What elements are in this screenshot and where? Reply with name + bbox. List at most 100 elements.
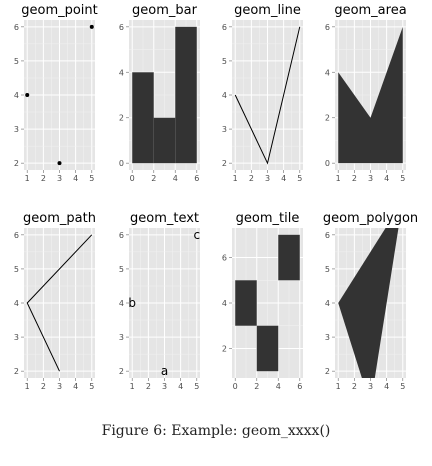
y-tick-label: 4	[14, 91, 19, 100]
x-tick-label: 4	[178, 382, 183, 391]
y-tick-label: 0	[325, 159, 330, 168]
x-tick-label: 4	[384, 174, 389, 183]
x-tick-label: 4	[281, 174, 286, 183]
y-tick-label: 2	[14, 367, 19, 376]
text-label: c	[193, 228, 200, 242]
x-tick-label: 1	[336, 174, 341, 183]
panel-title: geom_tile	[236, 211, 300, 226]
y-tick-label: 2	[222, 344, 227, 353]
y-tick-label: 3	[325, 333, 330, 342]
panel-title: geom_point	[21, 3, 98, 18]
figure-caption: Figure 6: Example: geom_xxxx()	[101, 423, 331, 439]
tile	[278, 234, 300, 281]
panel-geom-bar: geom_bar 0 2 4 6 0 2 4 6	[119, 3, 200, 183]
panel-geom-tile: geom_tile 0 2 4 6 2 4 6	[222, 211, 303, 391]
y-tick-label: 6	[325, 23, 330, 32]
panel-title: geom_text	[130, 211, 199, 226]
y-tick-label: 6	[119, 23, 124, 32]
y-tick-label: 3	[14, 333, 19, 342]
x-tick-label: 5	[89, 174, 94, 183]
panel-title: geom_line	[234, 3, 301, 18]
x-tick-label: 3	[368, 382, 373, 391]
bar	[153, 117, 176, 164]
x-tick-label: 6	[194, 174, 199, 183]
y-tick-label: 6	[14, 231, 19, 240]
y-tick-label: 2	[119, 367, 124, 376]
x-tick-label: 4	[173, 174, 178, 183]
y-tick-label: 4	[119, 68, 124, 77]
y-tick-label: 6	[222, 23, 227, 32]
x-tick-label: 1	[233, 174, 238, 183]
y-tick-label: 4	[222, 91, 227, 100]
x-tick-label: 4	[276, 382, 281, 391]
bar	[175, 26, 197, 164]
x-tick-label: 3	[368, 174, 373, 183]
x-tick-label: 2	[151, 174, 156, 183]
y-tick-label: 6	[119, 231, 124, 240]
y-tick-label: 3	[14, 125, 19, 134]
x-tick-label: 3	[162, 382, 167, 391]
y-tick-label: 2	[222, 159, 227, 168]
panel-title: geom_path	[23, 211, 96, 226]
x-tick-label: 1	[25, 382, 30, 391]
x-tick-label: 0	[233, 382, 238, 391]
polygon-shape	[338, 228, 399, 378]
y-tick-label: 5	[14, 265, 19, 274]
x-tick-label: 4	[73, 382, 78, 391]
y-tick-label: 2	[119, 114, 124, 123]
tile	[256, 325, 279, 372]
data-point	[89, 24, 94, 29]
series-line	[26, 234, 93, 372]
panel-title: geom_bar	[132, 3, 198, 18]
bar	[132, 72, 154, 164]
y-tick-label: 5	[119, 265, 124, 274]
x-tick-label: 5	[400, 382, 405, 391]
x-tick-label: 2	[254, 382, 259, 391]
x-tick-label: 2	[41, 174, 46, 183]
y-tick-label: 4	[14, 299, 19, 308]
y-tick-label: 4	[222, 299, 227, 308]
x-tick-label: 3	[57, 174, 62, 183]
y-tick-label: 6	[14, 23, 19, 32]
x-tick-label: 2	[41, 382, 46, 391]
data-point	[25, 93, 30, 97]
text-label: a	[161, 364, 168, 378]
x-tick-label: 1	[336, 382, 341, 391]
x-tick-label: 3	[57, 382, 62, 391]
x-tick-label: 2	[352, 174, 357, 183]
y-tick-label: 2	[325, 114, 330, 123]
panel-title: geom_area	[334, 3, 406, 18]
x-tick-label: 4	[73, 174, 78, 183]
text-label: b	[128, 296, 136, 310]
x-tick-label: 5	[194, 382, 199, 391]
y-tick-label: 2	[325, 367, 330, 376]
y-tick-label: 0	[119, 159, 124, 168]
area-shape	[338, 26, 403, 164]
y-tick-label: 6	[222, 254, 227, 263]
x-tick-label: 6	[297, 382, 302, 391]
y-tick-label: 3	[119, 333, 124, 342]
y-tick-label: 2	[14, 159, 19, 168]
y-tick-label: 5	[222, 57, 227, 66]
panel-geom-area: geom_area 1 2 3 4 5 0 2 4 6	[325, 3, 407, 183]
y-tick-label: 5	[325, 265, 330, 274]
y-tick-label: 4	[325, 68, 330, 77]
x-tick-label: 4	[384, 382, 389, 391]
y-tick-label: 4	[325, 299, 330, 308]
x-tick-label: 5	[89, 382, 94, 391]
y-tick-label: 5	[14, 57, 19, 66]
data-point	[57, 161, 62, 166]
x-tick-label: 2	[352, 382, 357, 391]
y-tick-label: 4	[119, 299, 124, 308]
x-tick-label: 2	[249, 174, 254, 183]
x-tick-label: 2	[146, 382, 151, 391]
series-line	[234, 26, 301, 165]
panel-title: geom_polygon	[323, 211, 418, 226]
x-tick-label: 0	[130, 174, 135, 183]
